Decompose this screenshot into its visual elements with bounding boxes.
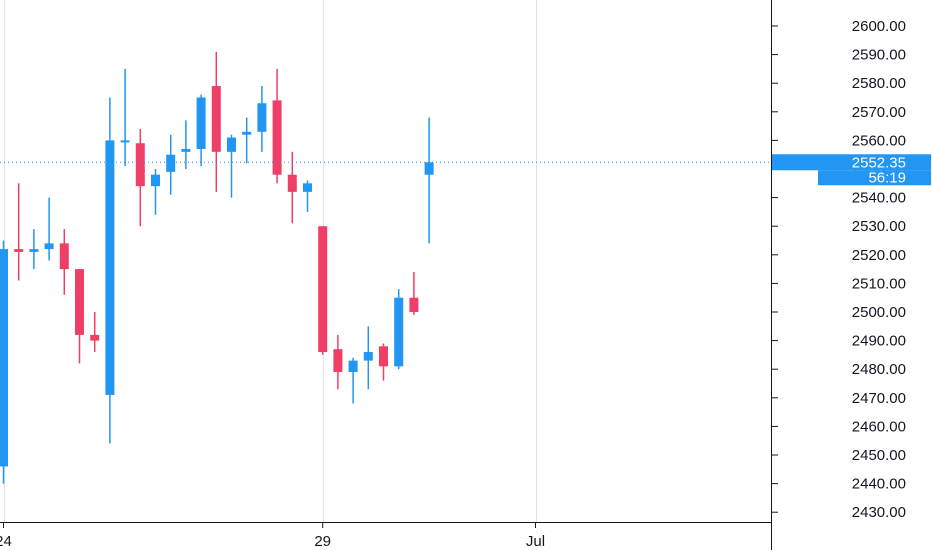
candle-body [120,140,130,143]
y-tick-label: 2500.00 [852,304,906,321]
x-tick-label: Jul [526,533,545,550]
candle [272,68,282,184]
candle-body [242,131,252,135]
candle [44,197,54,261]
candle-body [333,349,343,373]
candle-body [0,249,8,467]
candle-body [272,100,282,175]
y-tick-label: 2460.00 [852,418,906,435]
candle [29,229,39,270]
candle [424,117,434,244]
countdown-label: 56:19 [868,169,906,186]
candle [0,240,8,484]
candle-layer [0,51,434,484]
candle-body [181,148,191,152]
x-tick-label: 24 [0,533,12,550]
candle [379,343,388,381]
candle [135,128,145,227]
grid-layer [4,0,537,522]
candle-body [90,334,100,341]
candle-body [14,249,24,252]
candle-body [424,162,434,175]
candle-body [227,137,236,152]
x-tick-label: 29 [314,533,331,550]
candle [394,289,404,370]
candle [227,134,236,198]
candle [333,334,343,390]
y-tick-label: 2480.00 [852,361,906,378]
y-tick-label: 2440.00 [852,476,906,493]
candle-body [196,97,206,149]
candle-body [363,352,373,361]
candle-body [379,346,388,367]
last-price-label: 2552.35 [852,154,906,171]
candle [287,151,297,224]
candle-body [287,174,297,192]
candle-body [318,226,328,353]
candle [409,271,419,315]
y-tick-label: 2600.00 [852,18,906,35]
candle [75,269,84,364]
y-tick-label: 2430.00 [852,504,906,521]
candle-body [105,140,115,395]
candle [257,86,267,152]
candle [363,326,373,390]
y-tick-label: 2490.00 [852,333,906,350]
y-tick-label: 2530.00 [852,218,906,235]
candle-body [303,183,312,192]
candle [318,226,328,355]
candle [90,312,100,353]
countdown-tag [818,170,931,186]
candle-body [75,269,84,335]
candle-body [59,243,69,270]
y-tick-label: 2580.00 [852,75,906,92]
y-tick-label: 2520.00 [852,247,906,264]
candle [105,97,115,444]
candle [14,183,24,281]
candle [303,180,312,212]
candle-body [151,174,160,187]
y-tick-label: 2470.00 [852,390,906,407]
candle [242,117,252,164]
candle-body [135,143,145,187]
candle [348,357,358,404]
y-tick-label: 2570.00 [852,104,906,121]
candle-body [348,360,358,373]
candle [196,94,206,167]
candle-body [44,243,54,250]
y-tick-label: 2510.00 [852,275,906,292]
candle-body [29,249,39,252]
candle [151,169,160,215]
candle-body [409,297,419,312]
y-tick-label: 2540.00 [852,190,906,207]
candle [166,134,176,195]
y-tick-label: 2450.00 [852,447,906,464]
candle-body [211,86,221,152]
candle-body [166,154,176,172]
candle [120,68,130,167]
candle-body [394,297,404,367]
candle [59,229,69,295]
last-price-tag [772,154,931,171]
candle-body [257,103,267,132]
y-tick-label: 2590.00 [852,47,906,64]
y-tick-label: 2560.00 [852,132,906,149]
candle [211,51,221,192]
candle [181,120,191,169]
